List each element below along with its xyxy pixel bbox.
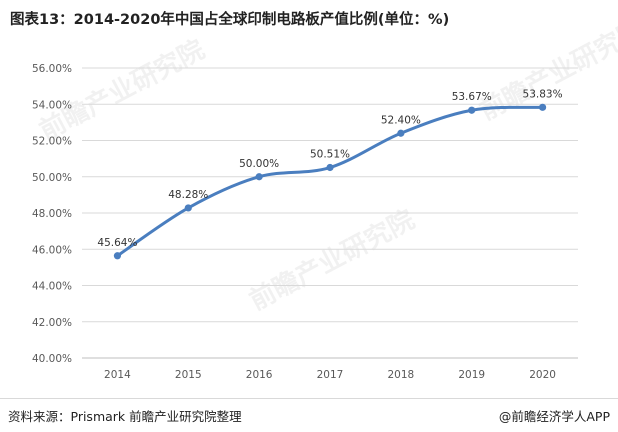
data-point	[397, 129, 405, 137]
y-tick-label: 50.00%	[32, 172, 72, 184]
x-axis-ticks: 2014 2015 2016 2017 2018 2019 2020	[104, 369, 556, 381]
data-point	[184, 204, 192, 212]
data-label: 48.28%	[168, 189, 208, 201]
y-tick-label: 44.00%	[32, 281, 72, 293]
x-tick-label: 2019	[458, 369, 485, 381]
x-tick-label: 2020	[529, 369, 556, 381]
x-tick-label: 2016	[246, 369, 273, 381]
y-tick-label: 54.00%	[32, 99, 72, 111]
data-point	[468, 106, 476, 114]
y-tick-label: 48.00%	[32, 208, 72, 220]
data-label: 53.83%	[523, 88, 563, 100]
data-label: 50.51%	[310, 149, 350, 161]
data-label: 53.67%	[452, 91, 492, 103]
data-label: 52.40%	[381, 114, 421, 126]
data-labels: 45.64% 48.28% 50.00% 50.51% 52.40% 53.67% 53.8…	[97, 88, 562, 248]
data-points	[113, 103, 547, 260]
y-tick-label: 42.00%	[32, 317, 72, 329]
grid-lines	[82, 67, 578, 359]
y-axis-ticks: 40.00% 42.00% 44.00% 46.00% 48.00% 50.00% 52.0…	[32, 63, 72, 365]
y-tick-label: 52.00%	[32, 136, 72, 148]
data-point	[113, 252, 122, 260]
footer: 资料来源：Prismark 前瞻产业研究院整理 @前瞻经济学人APP	[0, 398, 618, 432]
data-point	[326, 163, 334, 172]
x-tick-label: 2018	[387, 369, 414, 381]
data-point	[538, 103, 547, 111]
x-tick-label: 2017	[317, 369, 344, 381]
y-tick-label: 40.00%	[32, 353, 72, 365]
data-point	[255, 173, 263, 181]
brand-credit: @前瞻经济学人APP	[498, 409, 610, 424]
data-label: 45.64%	[97, 237, 137, 249]
chart-title: 图表13：2014-2020年中国占全球印制电路板产值比例(单位：%)	[10, 12, 450, 28]
y-tick-label: 46.00%	[32, 244, 72, 256]
series-line-path	[115, 105, 545, 258]
x-tick-label: 2015	[175, 369, 202, 381]
y-tick-label: 56.00%	[32, 63, 72, 75]
source-note: 资料来源：Prismark 前瞻产业研究院整理	[8, 409, 242, 424]
x-tick-label: 2014	[104, 369, 131, 381]
line-chart: 40.00% 42.00% 44.00% 46.00% 48.00% 50.00% 52.0…	[32, 63, 578, 381]
series-line	[115, 105, 545, 258]
data-label: 50.00%	[239, 158, 279, 170]
